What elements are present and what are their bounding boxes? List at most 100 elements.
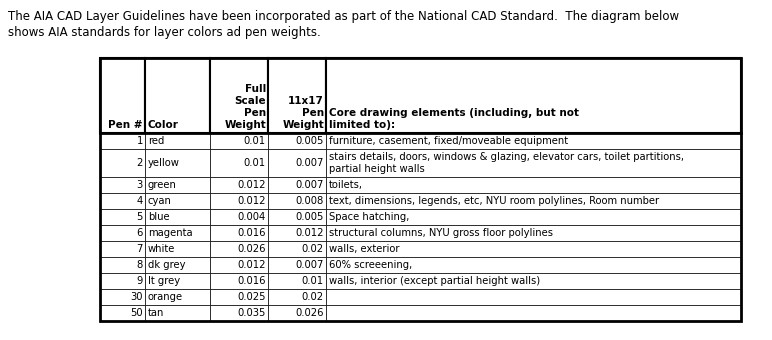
Text: 1: 1 [137, 136, 143, 146]
Bar [326, 257, 741, 273]
Text: 0.005: 0.005 [296, 136, 324, 146]
Text: white: white [148, 244, 175, 254]
Text: 0.005: 0.005 [296, 212, 324, 222]
Bar [100, 193, 145, 209]
Text: Pen #: Pen # [109, 120, 143, 130]
Bar [100, 58, 145, 133]
Text: 0.026: 0.026 [238, 244, 266, 254]
Bar [145, 225, 210, 241]
Bar [268, 133, 326, 149]
Text: Color: Color [148, 120, 179, 130]
Text: tan: tan [148, 308, 164, 318]
Text: 0.01: 0.01 [302, 276, 324, 286]
Bar [326, 305, 741, 321]
Bar [210, 225, 268, 241]
Bar [210, 193, 268, 209]
Text: 0.007: 0.007 [296, 260, 324, 270]
Bar [326, 241, 741, 257]
Bar [326, 133, 741, 149]
Text: 0.025: 0.025 [238, 292, 266, 302]
Text: dk grey: dk grey [148, 260, 185, 270]
Bar [268, 257, 326, 273]
Text: 4: 4 [137, 196, 143, 206]
Bar [145, 305, 210, 321]
Text: 11x17
Pen
Weight: 11x17 Pen Weight [283, 96, 324, 130]
Bar [326, 225, 741, 241]
Text: 9: 9 [137, 276, 143, 286]
Bar [100, 289, 145, 305]
Bar [268, 289, 326, 305]
Text: 0.035: 0.035 [238, 308, 266, 318]
Bar [145, 257, 210, 273]
Bar [210, 257, 268, 273]
Bar [100, 241, 145, 257]
Text: 0.02: 0.02 [302, 292, 324, 302]
Text: orange: orange [148, 292, 183, 302]
Bar [268, 305, 326, 321]
Text: Space hatching,: Space hatching, [329, 212, 409, 222]
Bar [210, 58, 268, 133]
Bar [145, 209, 210, 225]
Text: red: red [148, 136, 164, 146]
Bar [326, 193, 741, 209]
Bar [326, 177, 741, 193]
Bar [210, 209, 268, 225]
Text: 2: 2 [137, 158, 143, 168]
Bar [145, 273, 210, 289]
Text: 0.016: 0.016 [238, 228, 266, 238]
Text: cyan: cyan [148, 196, 172, 206]
Bar [100, 133, 145, 149]
Text: furniture, casement, fixed/moveable equipment: furniture, casement, fixed/moveable equi… [329, 136, 568, 146]
Text: text, dimensions, legends, etc, NYU room polylines, Room number: text, dimensions, legends, etc, NYU room… [329, 196, 659, 206]
Text: 8: 8 [137, 260, 143, 270]
Text: magenta: magenta [148, 228, 193, 238]
Bar [210, 289, 268, 305]
Bar [145, 289, 210, 305]
Bar [326, 149, 741, 177]
Text: 0.016: 0.016 [238, 276, 266, 286]
Bar [268, 241, 326, 257]
Bar [268, 209, 326, 225]
Bar [326, 58, 741, 133]
Bar [100, 305, 145, 321]
Bar [145, 133, 210, 149]
Bar [210, 149, 268, 177]
Bar [268, 58, 326, 133]
Text: walls, exterior: walls, exterior [329, 244, 399, 254]
Bar [145, 241, 210, 257]
Bar [210, 177, 268, 193]
Text: 0.008: 0.008 [296, 196, 324, 206]
Bar [100, 257, 145, 273]
Text: 0.007: 0.007 [296, 158, 324, 168]
Bar [100, 58, 741, 321]
Text: 0.007: 0.007 [296, 180, 324, 190]
Bar [100, 225, 145, 241]
Text: 0.012: 0.012 [238, 260, 266, 270]
Bar [145, 177, 210, 193]
Text: 0.01: 0.01 [244, 158, 266, 168]
Text: The AIA CAD Layer Guidelines have been incorporated as part of the National CAD : The AIA CAD Layer Guidelines have been i… [8, 10, 679, 23]
Text: shows AIA standards for layer colors ad pen weights.: shows AIA standards for layer colors ad … [8, 26, 320, 39]
Text: 0.026: 0.026 [296, 308, 324, 318]
Text: lt grey: lt grey [148, 276, 180, 286]
Text: Core drawing elements (including, but not
limited to):: Core drawing elements (including, but no… [329, 108, 579, 130]
Bar [326, 289, 741, 305]
Bar [210, 305, 268, 321]
Bar [100, 273, 145, 289]
Bar [326, 209, 741, 225]
Bar [100, 177, 145, 193]
Text: 50: 50 [130, 308, 143, 318]
Text: 30: 30 [130, 292, 143, 302]
Text: 5: 5 [137, 212, 143, 222]
Bar [210, 241, 268, 257]
Text: 3: 3 [137, 180, 143, 190]
Text: structural columns, NYU gross floor polylines: structural columns, NYU gross floor poly… [329, 228, 553, 238]
Text: 0.012: 0.012 [238, 180, 266, 190]
Bar [145, 58, 210, 133]
Bar [268, 177, 326, 193]
Bar [268, 225, 326, 241]
Text: 0.004: 0.004 [238, 212, 266, 222]
Text: walls, interior (except partial height walls): walls, interior (except partial height w… [329, 276, 540, 286]
Bar [268, 193, 326, 209]
Text: yellow: yellow [148, 158, 180, 168]
